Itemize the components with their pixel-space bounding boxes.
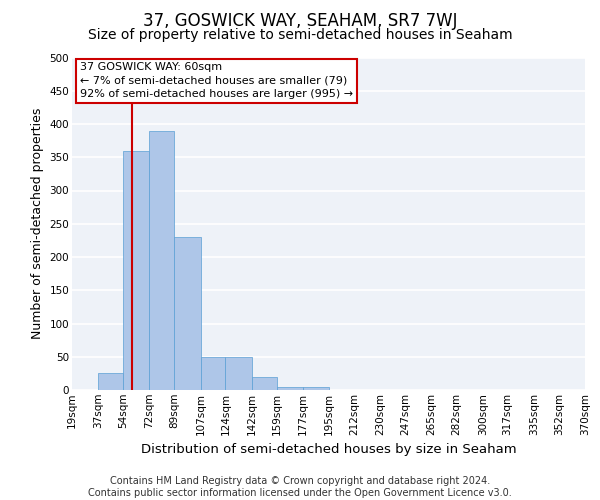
Bar <box>226 357 252 390</box>
Text: 37 GOSWICK WAY: 60sqm
← 7% of semi-detached houses are smaller (79)
92% of semi-: 37 GOSWICK WAY: 60sqm ← 7% of semi-detac… <box>80 62 353 99</box>
Text: 37, GOSWICK WAY, SEAHAM, SR7 7WJ: 37, GOSWICK WAY, SEAHAM, SR7 7WJ <box>143 12 457 30</box>
Bar <box>303 386 329 390</box>
Bar <box>149 130 175 390</box>
Bar <box>252 376 277 390</box>
X-axis label: Distribution of semi-detached houses by size in Seaham: Distribution of semi-detached houses by … <box>140 443 517 456</box>
Bar <box>98 374 123 390</box>
Bar <box>277 386 303 390</box>
Bar <box>123 150 149 390</box>
Text: Size of property relative to semi-detached houses in Seaham: Size of property relative to semi-detach… <box>88 28 512 42</box>
Y-axis label: Number of semi-detached properties: Number of semi-detached properties <box>31 108 44 340</box>
Bar <box>200 357 226 390</box>
Text: Contains HM Land Registry data © Crown copyright and database right 2024.
Contai: Contains HM Land Registry data © Crown c… <box>88 476 512 498</box>
Bar <box>175 237 200 390</box>
